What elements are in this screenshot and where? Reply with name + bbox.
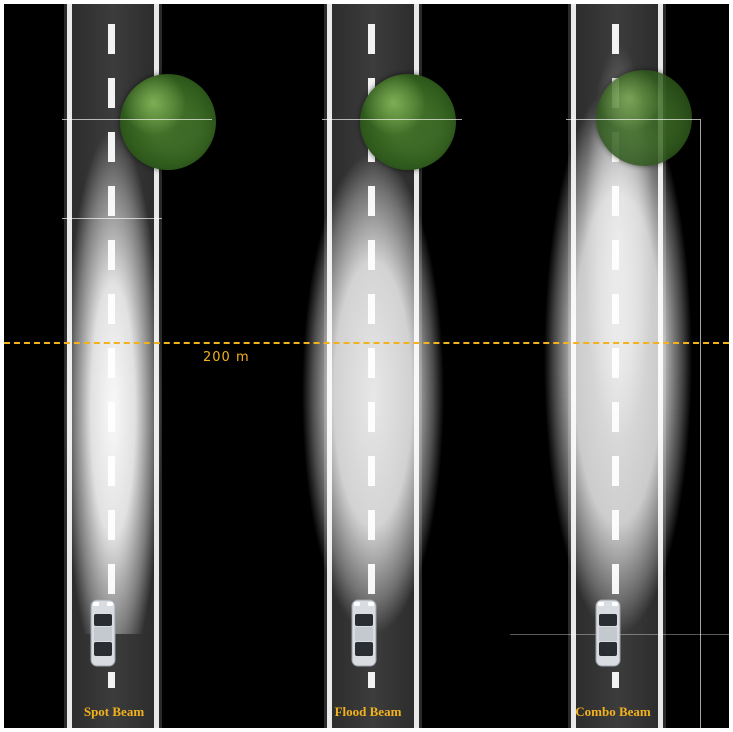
guide-line [62, 218, 162, 219]
guide-line [566, 119, 700, 120]
tree-icon [120, 74, 216, 170]
road-edge-line [67, 4, 72, 728]
road-edge-line [327, 4, 332, 728]
combo-beam-label: Combo Beam [575, 704, 651, 719]
guide-line [62, 119, 212, 120]
lane-dashes [108, 24, 115, 688]
car-top-view-icon [351, 599, 377, 667]
tree-icon [596, 70, 692, 166]
road-edge-line [571, 4, 576, 728]
flood-beam-label: Flood Beam [334, 704, 402, 719]
distance-marker-label: 200 m [203, 350, 250, 365]
spot-beam-label: Spot Beam [83, 704, 145, 719]
car-top-view-icon [595, 599, 621, 667]
guide-line [700, 119, 701, 728]
tree-icon [360, 74, 456, 170]
car-top-view-icon [90, 599, 116, 667]
distance-marker-line [4, 342, 729, 344]
guide-line [322, 119, 462, 120]
night-road-scene: 200 m Spot Beam Flood Beam Combo Beam [4, 4, 729, 728]
